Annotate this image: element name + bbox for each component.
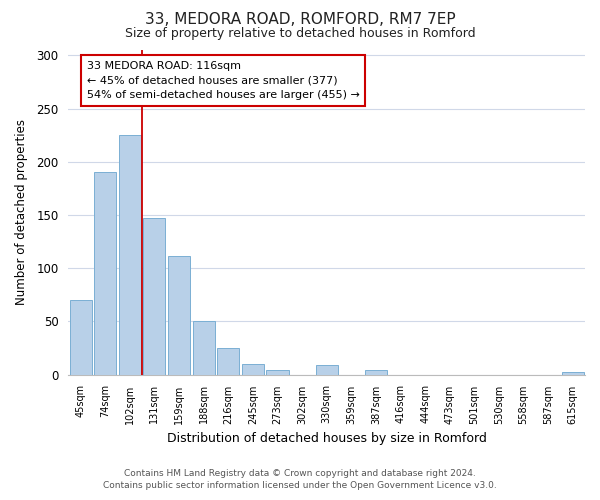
Bar bbox=[70, 300, 92, 374]
Text: 33, MEDORA ROAD, ROMFORD, RM7 7EP: 33, MEDORA ROAD, ROMFORD, RM7 7EP bbox=[145, 12, 455, 28]
Bar bbox=[217, 348, 239, 374]
X-axis label: Distribution of detached houses by size in Romford: Distribution of detached houses by size … bbox=[167, 432, 487, 445]
Bar bbox=[266, 370, 289, 374]
Bar bbox=[168, 256, 190, 374]
Y-axis label: Number of detached properties: Number of detached properties bbox=[15, 120, 28, 306]
Bar bbox=[193, 322, 215, 374]
Bar bbox=[94, 172, 116, 374]
Bar bbox=[365, 370, 387, 374]
Bar bbox=[119, 135, 141, 374]
Bar bbox=[242, 364, 264, 374]
Bar bbox=[316, 365, 338, 374]
Bar bbox=[143, 218, 166, 374]
Text: 33 MEDORA ROAD: 116sqm
← 45% of detached houses are smaller (377)
54% of semi-de: 33 MEDORA ROAD: 116sqm ← 45% of detached… bbox=[87, 60, 359, 100]
Bar bbox=[562, 372, 584, 374]
Text: Contains HM Land Registry data © Crown copyright and database right 2024.
Contai: Contains HM Land Registry data © Crown c… bbox=[103, 468, 497, 490]
Text: Size of property relative to detached houses in Romford: Size of property relative to detached ho… bbox=[125, 28, 475, 40]
